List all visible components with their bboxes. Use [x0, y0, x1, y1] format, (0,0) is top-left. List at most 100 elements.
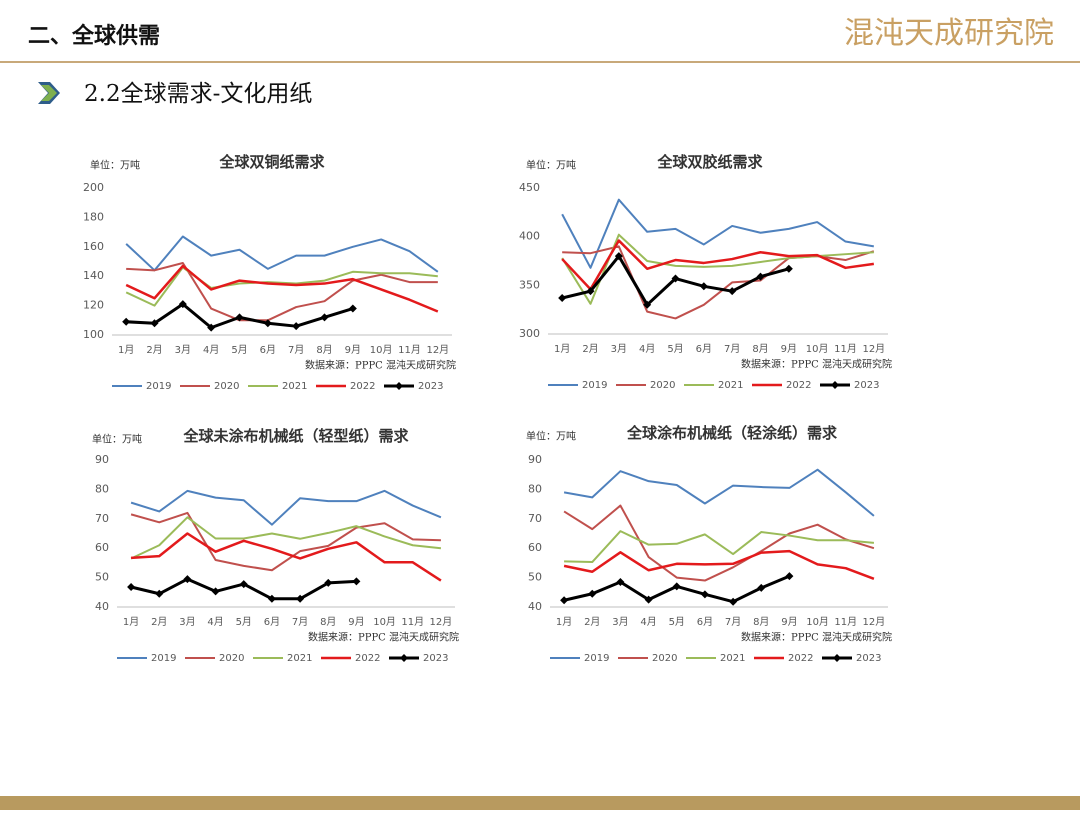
- legend-label: 2020: [650, 380, 675, 391]
- source-note: 数据来源：PPPC 混沌天成研究院: [741, 631, 892, 644]
- y-tick-label: 90: [95, 453, 109, 466]
- y-tick-label: 80: [528, 482, 542, 495]
- series-line: [563, 504, 875, 582]
- y-tick-label: 80: [95, 482, 109, 495]
- x-tick-label: 9月: [781, 343, 797, 355]
- section-title: 二、全球供需: [28, 23, 160, 49]
- x-tick-label: 11月: [398, 344, 421, 356]
- x-tick-label: 12月: [426, 344, 449, 356]
- point-marker: [150, 319, 159, 328]
- series-line: [125, 266, 438, 307]
- legend-label: 2019: [151, 653, 176, 664]
- chart-title: 全球双胶纸需求: [656, 153, 763, 171]
- y-tick-label: 100: [83, 328, 104, 341]
- point-marker: [211, 587, 220, 596]
- point-marker: [586, 287, 595, 296]
- x-tick-label: 3月: [175, 344, 191, 356]
- x-tick-label: 8月: [753, 616, 769, 628]
- x-tick-label: 2月: [151, 616, 167, 628]
- x-tick-label: 4月: [639, 343, 655, 355]
- arrow-icon-inner: [41, 85, 57, 101]
- x-tick-label: 12月: [862, 343, 885, 355]
- legend-marker: [400, 654, 408, 662]
- legend-label: 2020: [652, 653, 677, 664]
- unit-label: 单位：万吨: [90, 159, 140, 172]
- point-marker: [348, 304, 357, 313]
- x-tick-label: 10月: [373, 616, 396, 628]
- y-tick-label: 70: [95, 512, 109, 525]
- point-marker: [644, 595, 653, 604]
- series-line: [563, 468, 875, 517]
- x-tick-label: 2月: [582, 343, 598, 355]
- x-tick-label: 11月: [834, 616, 857, 628]
- point-marker: [239, 580, 248, 589]
- point-marker: [296, 594, 305, 603]
- x-tick-label: 9月: [345, 344, 361, 356]
- point-marker: [122, 317, 131, 326]
- legend-label: 2021: [282, 381, 307, 392]
- point-marker: [672, 582, 681, 591]
- legend-marker: [395, 382, 403, 390]
- point-marker: [757, 583, 766, 592]
- x-tick-label: 1月: [123, 616, 139, 628]
- series-line: [126, 261, 438, 322]
- legend-marker: [831, 381, 839, 389]
- series-line: [130, 489, 442, 526]
- x-tick-label: 5月: [669, 616, 685, 628]
- unit-label: 单位：万吨: [526, 159, 576, 172]
- point-marker: [699, 282, 708, 291]
- y-tick-label: 160: [83, 240, 104, 253]
- legend-label: 2021: [720, 653, 745, 664]
- point-marker: [235, 313, 244, 322]
- x-tick-label: 2月: [584, 616, 600, 628]
- series-line: [564, 530, 875, 564]
- x-tick-label: 10月: [370, 344, 393, 356]
- series-line: [561, 198, 875, 269]
- x-tick-label: 1月: [554, 343, 570, 355]
- point-marker: [785, 572, 794, 581]
- x-tick-label: 5月: [236, 616, 252, 628]
- series-line: [130, 516, 442, 560]
- y-tick-label: 300: [519, 327, 540, 340]
- chart-title: 全球未涂布机械纸（轻型纸）需求: [182, 427, 409, 445]
- subtitle: 2.2全球需求-文化用纸: [84, 81, 312, 107]
- point-marker: [183, 575, 192, 584]
- y-tick-label: 450: [519, 181, 540, 194]
- series-line: [130, 511, 441, 572]
- x-tick-label: 6月: [260, 344, 276, 356]
- x-tick-label: 3月: [179, 616, 195, 628]
- legend-label: 2021: [718, 380, 743, 391]
- y-tick-label: 50: [528, 571, 542, 584]
- x-tick-label: 8月: [320, 616, 336, 628]
- point-marker: [352, 577, 361, 586]
- legend-label: 2022: [786, 380, 811, 391]
- y-tick-label: 40: [95, 600, 109, 613]
- point-marker: [320, 313, 329, 322]
- point-marker: [263, 319, 272, 328]
- x-tick-label: 2月: [146, 344, 162, 356]
- x-tick-label: 8月: [752, 343, 768, 355]
- point-marker: [643, 300, 652, 309]
- legend-label: 2020: [219, 653, 244, 664]
- x-tick-label: 3月: [612, 616, 628, 628]
- series-line: [131, 532, 442, 582]
- y-tick-label: 50: [95, 571, 109, 584]
- point-marker: [207, 323, 216, 332]
- x-tick-label: 6月: [696, 343, 712, 355]
- logo: 混沌天成研究院: [844, 16, 1054, 51]
- point-marker: [560, 596, 569, 605]
- x-tick-label: 12月: [863, 616, 886, 628]
- y-tick-label: 180: [83, 210, 104, 223]
- point-marker: [292, 322, 301, 331]
- y-tick-label: 400: [519, 230, 540, 243]
- legend-label: 2022: [355, 653, 380, 664]
- x-tick-label: 9月: [781, 616, 797, 628]
- x-tick-label: 5月: [667, 343, 683, 355]
- legend-marker: [833, 654, 841, 662]
- series-line: [125, 235, 439, 273]
- y-tick-label: 70: [528, 512, 542, 525]
- y-tick-label: 200: [83, 181, 104, 194]
- legend-label: 2023: [418, 381, 443, 392]
- legend-label: 2021: [287, 653, 312, 664]
